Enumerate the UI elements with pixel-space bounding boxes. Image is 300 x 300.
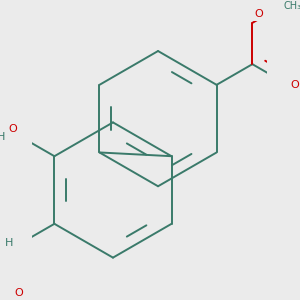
Text: O: O: [254, 9, 263, 19]
Text: O: O: [14, 288, 23, 298]
Text: CH₃: CH₃: [284, 1, 300, 11]
Text: O: O: [8, 124, 17, 134]
Text: H: H: [0, 132, 5, 142]
Text: O: O: [290, 80, 299, 90]
Text: H: H: [4, 238, 13, 248]
